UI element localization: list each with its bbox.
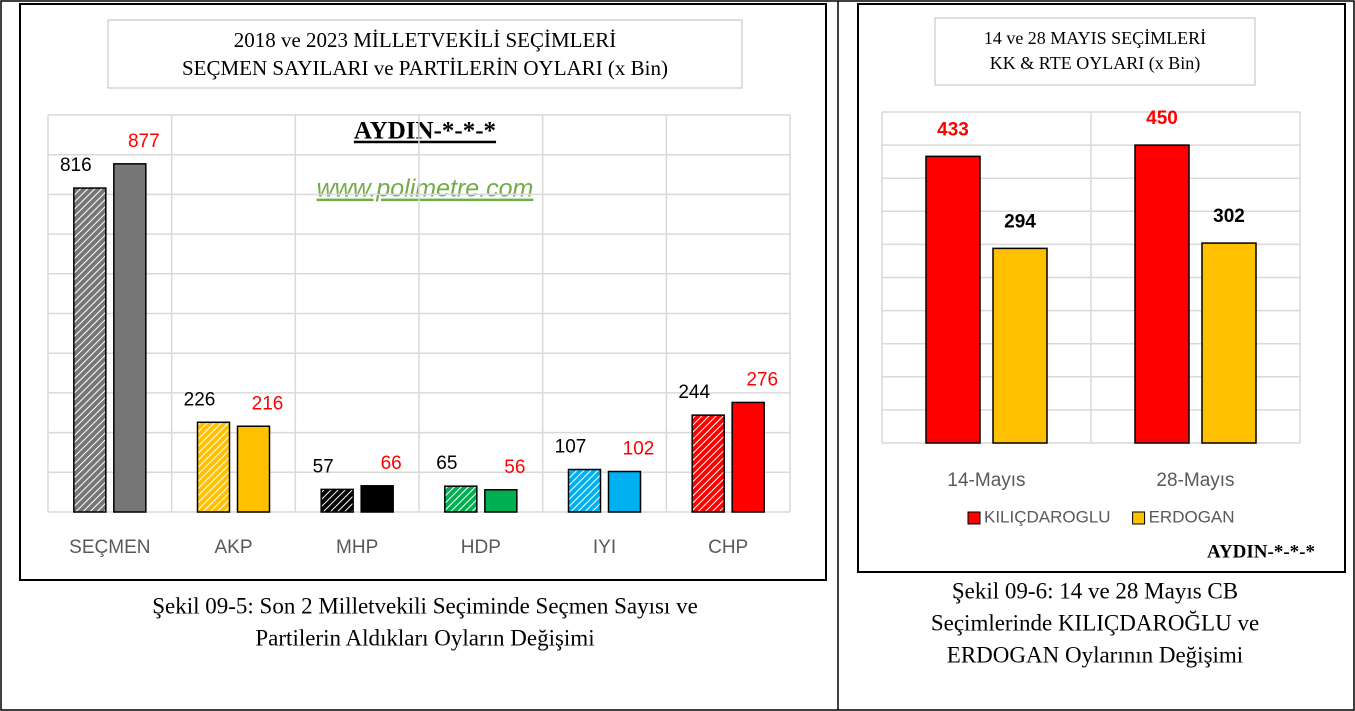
x-tick-label: CHP <box>708 537 748 558</box>
data-label: 450 <box>1146 108 1178 129</box>
chart-subtitle: KK & RTE OYLARI (x Bin) <box>990 53 1200 74</box>
data-label: 276 <box>746 369 778 390</box>
x-tick-label: 28-Mayıs <box>1156 470 1234 491</box>
caption: Şekil 09-6: 14 ve 28 Mayıs CB <box>952 578 1238 603</box>
bar <box>113 163 147 513</box>
chart-frame <box>857 3 1346 573</box>
data-label: 226 <box>184 389 216 410</box>
chart-title: 2018 ve 2023 MİLLETVEKİLİ SEÇİMLERİ <box>234 28 617 52</box>
caption: ERDOGAN Oylarının Değişimi <box>947 642 1243 667</box>
bar <box>1201 242 1257 444</box>
data-label: 102 <box>623 439 655 460</box>
x-tick-label: IYI <box>593 537 616 558</box>
x-tick-label: AKP <box>214 537 252 558</box>
x-tick-label: HDP <box>461 537 501 558</box>
bar <box>567 468 602 513</box>
data-label: 57 <box>313 456 334 477</box>
data-label: 302 <box>1213 206 1245 227</box>
bar <box>992 247 1048 444</box>
x-tick-label: SEÇMEN <box>69 537 150 558</box>
data-label: 294 <box>1004 211 1036 232</box>
bar <box>320 488 354 513</box>
bar <box>236 425 271 513</box>
chart-title: 14 ve 28 MAYIS SEÇİMLERİ <box>984 28 1206 48</box>
title-box <box>934 17 1256 86</box>
caption: Şekil 09-5: Son 2 Milletvekili Seçiminde… <box>152 593 698 618</box>
data-label: 66 <box>381 453 402 474</box>
data-label: 65 <box>436 453 457 474</box>
bar <box>484 489 518 513</box>
title-box <box>107 19 743 89</box>
annotation: AYDIN-*-*-* <box>1207 541 1315 562</box>
caption: Seçimlerinde KILIÇDAROĞLU ve <box>931 610 1259 635</box>
annotation: AYDIN-*-*-* <box>354 118 496 145</box>
bar <box>73 187 107 513</box>
legend-swatch <box>1132 511 1146 525</box>
data-label: 433 <box>937 119 969 140</box>
caption: Partilerin Aldıkları Oyların Değişimi <box>255 625 594 650</box>
data-label: 877 <box>128 131 160 152</box>
bar <box>925 155 981 444</box>
annotation: www.polimetre.com <box>317 175 534 203</box>
bar <box>731 401 765 513</box>
chart-subtitle: SEÇMEN SAYILARI ve PARTİLERİN OYLARI (x … <box>182 56 668 80</box>
data-label: 56 <box>504 457 525 478</box>
x-tick-label: MHP <box>336 537 378 558</box>
legend-swatch <box>967 511 981 525</box>
bar <box>196 421 231 513</box>
data-label: 244 <box>678 382 710 403</box>
chart-frame <box>19 3 827 581</box>
bar <box>1134 144 1190 444</box>
bar <box>444 485 478 513</box>
data-label: 107 <box>555 437 587 458</box>
bar <box>691 414 725 513</box>
legend-label: ERDOGAN <box>1149 507 1235 526</box>
x-tick-label: 14-Mayıs <box>947 470 1025 491</box>
data-label: 816 <box>60 155 92 176</box>
data-label: 216 <box>252 393 284 414</box>
legend-label: KILIÇDAROGLU <box>984 507 1111 526</box>
bar <box>360 485 394 513</box>
bar <box>607 470 642 513</box>
